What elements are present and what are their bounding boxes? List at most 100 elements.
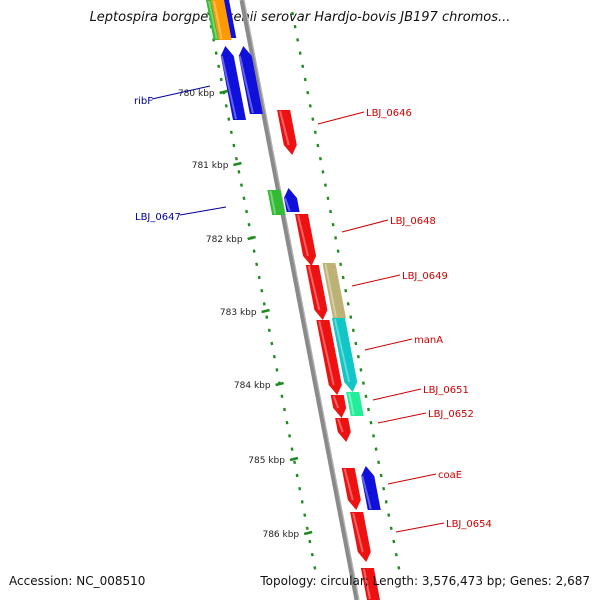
gene-LBJ_0652-shade — [337, 418, 344, 433]
kbp-tick-label: 781 kbp — [192, 161, 229, 171]
kbp-tick-mark — [261, 308, 270, 314]
gene-red-0649-pair-shade — [307, 265, 321, 311]
tick-dot — [295, 473, 299, 478]
tick-dot — [303, 513, 307, 517]
tick-dot — [296, 38, 300, 42]
accession-text: Accession: NC_008510 — [9, 574, 146, 588]
gene-blue-small — [283, 188, 300, 212]
kbp-tick-mark — [275, 381, 284, 387]
tick-dot — [311, 117, 315, 121]
tick-dot — [267, 328, 271, 333]
tick-dot — [324, 183, 327, 187]
tick-dot — [262, 302, 266, 306]
gene-LBJ_0651-shade — [332, 395, 340, 409]
chromosome-backbone-highlight — [243, 0, 360, 600]
tick-dot — [392, 539, 396, 544]
tick-dot — [227, 117, 231, 121]
tick-dot — [344, 288, 348, 293]
gene-red-0649-pair — [305, 265, 328, 320]
tick-dot — [237, 170, 241, 174]
label-leader-line — [351, 274, 401, 287]
tick-dot — [219, 77, 223, 82]
tick-dot — [272, 354, 276, 359]
gene-features — [206, 0, 381, 600]
kbp-tick-label: 784 kbp — [234, 381, 271, 391]
tick-dot — [232, 143, 236, 148]
label-leader-line — [179, 206, 227, 216]
tick-dot — [341, 275, 345, 280]
label-leader-line — [372, 388, 422, 401]
tick-dot — [283, 407, 286, 412]
kbp-tick-mark — [233, 161, 242, 167]
gene-blue-ribF-pair-shade — [238, 55, 254, 114]
label-leader-line — [395, 522, 445, 533]
gene-blue-small-shade — [284, 197, 291, 212]
tick-dot — [224, 104, 228, 108]
inner-tick-dots — [207, 11, 317, 570]
gene-red-manA-pair — [316, 320, 342, 395]
topology-text: Topology: circular; Length: 3,576,473 bp… — [260, 574, 590, 588]
tick-dot — [387, 513, 391, 517]
tick-dot — [291, 11, 295, 16]
gene-label-manA[interactable]: manA — [414, 335, 443, 346]
tick-dot — [334, 236, 338, 240]
tick-dot — [298, 486, 302, 491]
tick-dot — [326, 196, 330, 201]
gene-LBJ_0654 — [350, 512, 371, 562]
tick-dot — [351, 328, 355, 333]
gene-label-LBJ_0649[interactable]: LBJ_0649 — [402, 271, 448, 282]
kbp-scale: 780 kbp 781 kbp 782 kbp 783 kbp 784 kbp 785 k… — [178, 89, 313, 540]
tick-dot — [242, 196, 246, 201]
gene-LBJ_0651-mint — [346, 392, 364, 416]
tick-dot — [265, 315, 269, 319]
gene-LBJ_0654-shade — [352, 512, 364, 553]
tick-dot — [270, 341, 274, 346]
gene-ribF — [220, 46, 246, 120]
label-leader-line — [317, 111, 365, 125]
tick-dot — [379, 473, 383, 478]
gene-label-LBJ_0648[interactable]: LBJ_0648 — [390, 216, 436, 227]
tick-dot — [321, 170, 325, 174]
tick-dot — [336, 249, 340, 253]
label-leader-line — [151, 85, 211, 100]
tick-dot — [306, 90, 310, 95]
gene-red-bottom — [360, 568, 380, 600]
gene-LBJ_0647-shade — [269, 190, 277, 215]
gene-red-manA-pair-shade — [318, 320, 335, 386]
tick-dot — [354, 341, 358, 346]
gene-label-LBJ_0647[interactable]: LBJ_0647 — [135, 212, 181, 223]
gene-label-LBJ_0652[interactable]: LBJ_0652 — [428, 409, 474, 420]
gene-ribF-shade — [220, 55, 237, 120]
gene-label-ribF[interactable]: ribF — [134, 96, 153, 107]
tick-dot — [394, 552, 398, 557]
gene-blue-ribF-pair — [238, 46, 263, 114]
gene-red-bottom-shade — [362, 568, 371, 600]
gene-label-layer: ribF LBJ_0646 LBJ_0647 LBJ_0648 LBJ_0649 manA… — [134, 85, 492, 533]
tick-dot — [318, 156, 322, 161]
tick-dot — [252, 249, 256, 253]
tick-dot — [372, 434, 376, 438]
gene-orange-top — [211, 0, 232, 40]
kbp-tick-mark — [247, 235, 256, 241]
gene-label-LBJ_0646[interactable]: LBJ_0646 — [366, 108, 412, 119]
tick-dot — [260, 288, 264, 293]
tick-dot — [356, 354, 360, 359]
tick-dot — [229, 130, 233, 135]
gene-coaE — [341, 468, 361, 510]
gene-coaE-blue — [361, 466, 381, 510]
gene-label-LBJ_0651[interactable]: LBJ_0651 — [423, 385, 469, 396]
kbp-tick-label: 785 kbp — [248, 456, 285, 466]
tick-dot — [310, 552, 314, 557]
tick-dot — [316, 143, 320, 148]
tick-dot — [346, 302, 350, 306]
gene-label-coaE[interactable]: coaE — [438, 470, 462, 481]
gene-LBJ_0647 — [267, 190, 286, 215]
tick-dot — [288, 434, 292, 438]
tick-dot — [234, 156, 238, 161]
label-leader-line — [387, 473, 437, 485]
gene-label-LBJ_0654[interactable]: LBJ_0654 — [446, 519, 492, 530]
tick-dot — [285, 420, 289, 425]
gene-manA — [331, 318, 358, 392]
tick-dot — [303, 77, 307, 82]
